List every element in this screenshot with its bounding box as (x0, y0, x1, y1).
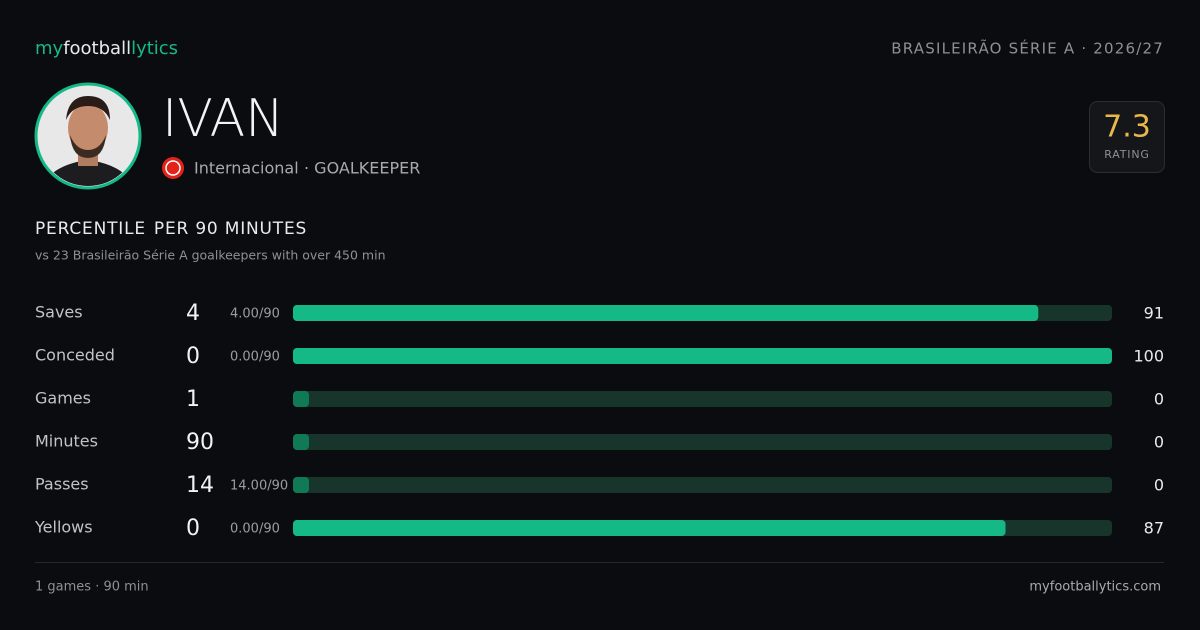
footer-left: 1 games · 90 min (35, 580, 149, 595)
stat-label: Games (35, 389, 91, 408)
rating: 7.3 (1103, 110, 1151, 145)
section-title: PERCENTILE PER 90 MINUTES (35, 219, 307, 239)
bar-track (293, 434, 1112, 450)
stat-label: Minutes (35, 432, 98, 451)
percentile-bar (293, 434, 309, 450)
stat-label: Conceded (35, 346, 115, 365)
brand-part: lytics (131, 38, 178, 59)
section-subtitle: vs 23 Brasileirão Série A goalkeepers wi… (35, 248, 386, 263)
brand-part: my (35, 38, 64, 59)
team: Internacional (194, 159, 299, 178)
stat-value: 14 (186, 473, 214, 498)
rating-box (1089, 101, 1165, 173)
per90: 4.00/90 (230, 307, 280, 322)
percentile-label: 100 (1133, 347, 1164, 366)
stat-value: 90 (186, 430, 214, 455)
stat-value: 0 (186, 344, 200, 369)
player-name: IVAN (162, 89, 284, 149)
rating-label: RATING (1104, 148, 1149, 161)
competition: BRASILEIRÃO SÉRIE A · 2026/27 (891, 39, 1164, 58)
per90: 0.00/90 (230, 350, 280, 365)
section-title-part: PERCENTILE (35, 219, 146, 239)
team-badge (162, 157, 184, 179)
percentile-label: 91 (1144, 304, 1164, 323)
percentile-bar (293, 391, 309, 407)
section-title-part: PER 90 MINUTES (154, 219, 307, 239)
stat-label: Passes (35, 475, 89, 494)
bar-track (293, 477, 1112, 493)
brand: myfootballlytics (35, 38, 178, 59)
position: · GOALKEEPER (304, 159, 420, 178)
percentile-label: 0 (1154, 390, 1164, 409)
avatar (34, 82, 142, 190)
stat-value: 1 (186, 387, 200, 412)
percentile-label: 0 (1154, 476, 1164, 495)
percentile-bar (293, 348, 1112, 364)
stat-label: Saves (35, 303, 83, 322)
per90: 0.00/90 (230, 522, 280, 537)
per90: 14.00/90 (230, 479, 288, 494)
percentile-label: 87 (1144, 519, 1164, 538)
stat-value: 0 (186, 516, 200, 541)
stat-value: 4 (186, 301, 200, 326)
percentile-bar (293, 477, 309, 493)
stat-label: Yellows (34, 518, 93, 537)
percentile-bar (293, 520, 1006, 536)
percentile-bar (293, 305, 1039, 321)
bar-track (293, 391, 1112, 407)
footer-right: myfootballytics.com (1029, 580, 1161, 595)
percentile-label: 0 (1154, 433, 1164, 452)
brand-part: football (63, 38, 131, 59)
